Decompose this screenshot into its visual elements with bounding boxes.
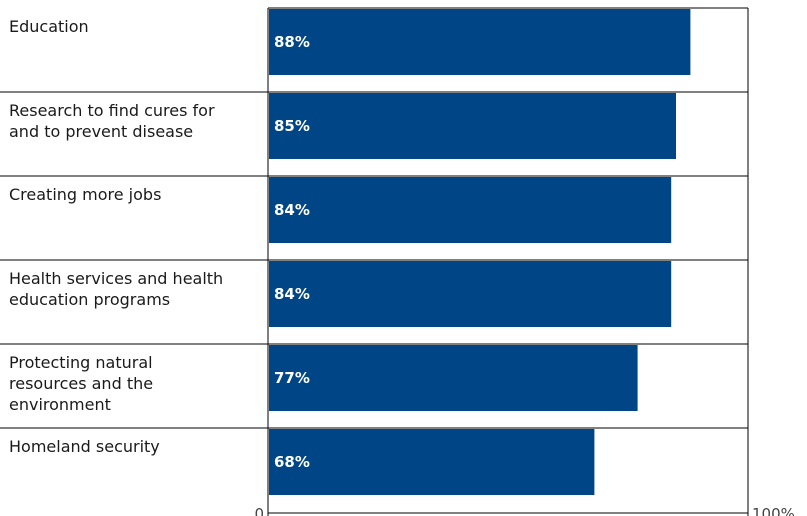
- category-label: resources and the: [9, 374, 153, 393]
- value-label: 68%: [274, 453, 310, 471]
- value-label: 84%: [274, 201, 310, 219]
- category-label: and to prevent disease: [9, 122, 193, 141]
- bar: [269, 177, 672, 243]
- bar: [269, 93, 676, 159]
- bar: [269, 9, 691, 75]
- category-label: environment: [9, 395, 111, 414]
- category-label: Health services and health: [9, 269, 223, 288]
- category-label: Homeland security: [9, 437, 160, 456]
- category-label: Education: [9, 17, 89, 36]
- value-label: 84%: [274, 285, 310, 303]
- x-tick-label: 0: [254, 505, 264, 516]
- bar: [269, 345, 638, 411]
- value-label: 85%: [274, 117, 310, 135]
- x-tick-label: 100%: [752, 505, 795, 516]
- category-label: Research to find cures for: [9, 101, 215, 120]
- category-label: education programs: [9, 290, 170, 309]
- value-label: 88%: [274, 33, 310, 51]
- category-label: Creating more jobs: [9, 185, 161, 204]
- category-label: Protecting natural: [9, 353, 153, 372]
- value-label: 77%: [274, 369, 310, 387]
- bar: [269, 429, 595, 495]
- bar: [269, 261, 672, 327]
